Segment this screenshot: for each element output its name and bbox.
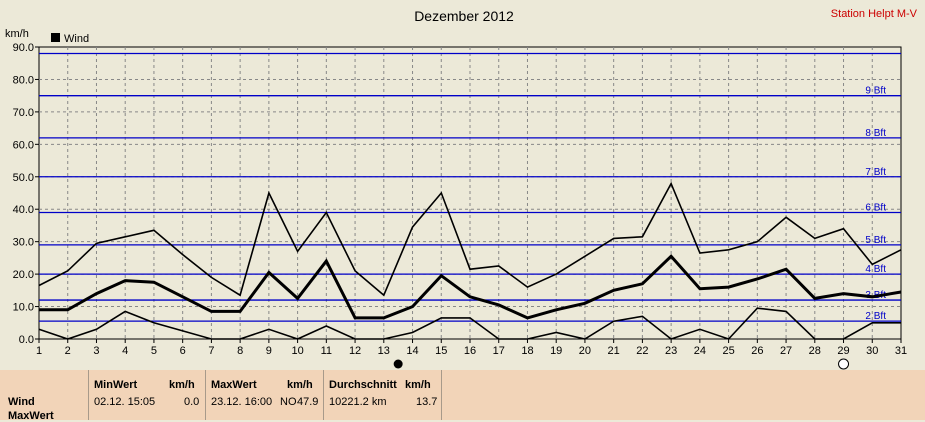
divider [323, 370, 324, 420]
beaufort-label: 8 Bft [865, 128, 886, 139]
wind-chart: Dezember 2012 Station Helpt M-V km/h Win… [5, 8, 918, 370]
chart-title: Dezember 2012 [414, 8, 514, 24]
max-unit: km/h [287, 379, 313, 391]
x-tick-label: 25 [722, 345, 734, 357]
max-direction: NO [280, 396, 297, 408]
x-tick-label: 4 [122, 345, 128, 357]
y-tick-label: 70.0 [13, 107, 34, 119]
x-tick-label: 9 [266, 345, 272, 357]
x-tick-label: 18 [521, 345, 533, 357]
row-label-wind: Wind [8, 396, 35, 408]
x-tick-label: 31 [895, 345, 907, 357]
legend-swatch [51, 33, 60, 42]
beaufort-label: 2 Bft [865, 311, 886, 322]
avg-header: Durchschnitt [329, 379, 397, 391]
min-header: MinWert [94, 379, 138, 391]
avg-distance: 10221.2 km [329, 396, 387, 408]
full-moon-marker [838, 358, 850, 370]
summary-panel: Wind MaxWert MinWert km/h 02.12. 15:05 0… [0, 370, 925, 422]
x-tick-label: 30 [866, 345, 878, 357]
new-moon-marker [393, 359, 403, 369]
beaufort-label: 9 Bft [865, 86, 886, 97]
x-ticks: 1 2 3 4 5 6 7 8 9 10 11 12 13 14 15 16 17 18 19 20 21 22 23 24 2… [36, 339, 907, 357]
x-tick-label: 14 [406, 345, 418, 357]
beaufort-label: 4 Bft [865, 264, 886, 275]
y-tick-label: 60.0 [13, 139, 34, 151]
y-tick-label: 90.0 [13, 42, 34, 54]
x-tick-label: 7 [208, 345, 214, 357]
x-tick-label: 5 [151, 345, 157, 357]
y-tick-label: 0.0 [19, 334, 34, 346]
legend-label: Wind [64, 33, 89, 45]
x-tick-label: 10 [291, 345, 303, 357]
x-tick-label: 27 [780, 345, 792, 357]
y-axis-unit: km/h [5, 28, 29, 40]
series-lines [38, 181, 902, 340]
x-tick-label: 6 [180, 345, 186, 357]
x-tick-label: 13 [378, 345, 390, 357]
row-label-maxwert: MaxWert [8, 410, 54, 422]
y-tick-label: 10.0 [13, 302, 34, 314]
x-tick-label: 15 [435, 345, 447, 357]
min-time: 02.12. 15:05 [94, 396, 156, 408]
divider [441, 370, 442, 420]
beaufort-label: 5 Bft [865, 235, 886, 246]
x-tick-label: 21 [608, 345, 620, 357]
x-tick-label: 3 [93, 345, 99, 357]
beaufort-label: 6 Bft [865, 202, 886, 213]
x-tick-label: 22 [636, 345, 648, 357]
x-tick-label: 19 [550, 345, 562, 357]
x-tick-label: 26 [751, 345, 763, 357]
max-value: 47.9 [297, 396, 319, 408]
x-tick-label: 1 [36, 345, 42, 357]
series-line-minwert [38, 307, 901, 340]
station-label: Station Helpt M-V [831, 8, 918, 20]
divider [88, 370, 89, 420]
series-line-maxwert [38, 181, 902, 297]
x-tick-label: 29 [837, 345, 849, 357]
max-time: 23.12. 16:00 [211, 396, 273, 408]
divider [205, 370, 206, 420]
x-tick-label: 2 [65, 345, 71, 357]
avg-value: 13.7 [416, 396, 438, 408]
y-tick-label: 80.0 [13, 74, 34, 86]
day-markers [393, 358, 850, 370]
x-tick-label: 20 [579, 345, 591, 357]
min-unit: km/h [169, 379, 195, 391]
x-tick-label: 11 [321, 345, 332, 357]
x-tick-label: 16 [464, 345, 476, 357]
y-tick-label: 30.0 [13, 237, 34, 249]
x-tick-label: 24 [694, 345, 706, 357]
y-ticks: 0.0 10.0 20.0 30.0 40.0 50.0 60.0 70.0 80.0 90.0 [13, 42, 39, 346]
y-tick-label: 20.0 [13, 269, 34, 281]
max-header: MaxWert [211, 379, 257, 391]
x-tick-label: 28 [809, 345, 821, 357]
y-tick-label: 50.0 [13, 172, 34, 184]
series-line-wind [39, 254, 902, 320]
x-tick-label: 17 [493, 345, 505, 357]
x-tick-label: 8 [237, 345, 243, 357]
y-tick-label: 40.0 [13, 204, 34, 216]
avg-unit: km/h [405, 379, 431, 391]
beaufort-label: 7 Bft [865, 167, 886, 178]
x-tick-label: 12 [349, 345, 361, 357]
min-value: 0.0 [184, 396, 200, 408]
x-tick-label: 23 [665, 345, 677, 357]
